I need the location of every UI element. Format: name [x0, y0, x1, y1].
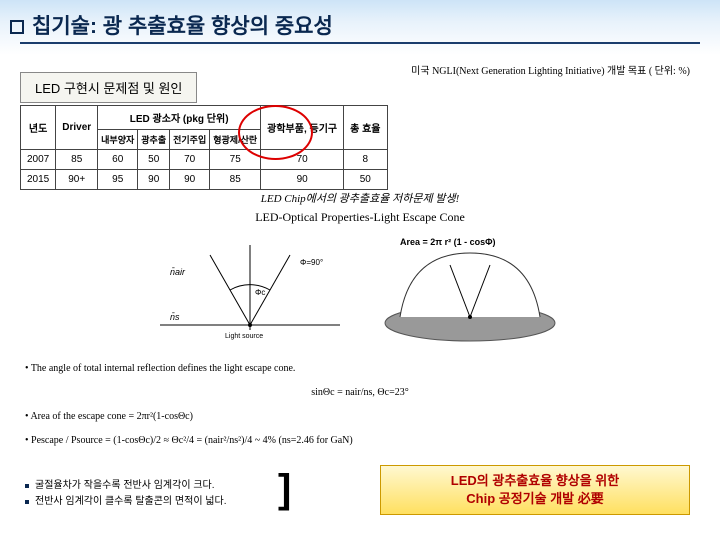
light-cone-diagram-icon: n̄air n̄s Φ=90° Φc Light source Area = 2…	[150, 235, 570, 345]
th-led: LED 광소자 (pkg 단위)	[98, 106, 261, 130]
th-driver: Driver	[56, 106, 98, 150]
bottom-left-notes: 굴절율차가 작을수록 전반사 임계각이 크다. 전반사 임계각이 클수록 탈출콘…	[25, 478, 226, 510]
bullet-4: • Pescape / Psource = (1-cosΘc)/2 ≈ Θc²/…	[25, 432, 695, 450]
bullet-3: • Area of the escape cone = 2πr²(1-cosΘc…	[25, 408, 695, 426]
figure-title: LED-Optical Properties-Light Escape Cone	[0, 210, 720, 225]
bracket-icon: ]	[278, 467, 291, 512]
svg-text:n̄s: n̄s	[170, 312, 180, 322]
svg-text:Area = 2π r² (1 - cosΦ): Area = 2π r² (1 - cosΦ)	[400, 237, 496, 247]
section-label: LED 구현시 문제점 및 원인	[20, 72, 197, 103]
figure-diagram: n̄air n̄s Φ=90° Φc Light source Area = 2…	[150, 235, 570, 345]
callout-line1: LED의 광추출효율 향상을 위한	[391, 472, 679, 490]
dot-icon	[25, 500, 29, 504]
callout-box: LED의 광추출효율 향상을 위한 Chip 공정기술 개발 必要	[380, 465, 690, 515]
th-s3: 전기주입	[170, 130, 210, 150]
title-bullet-icon	[10, 20, 24, 34]
title-text: 칩기술: 광 추출효율 향상의 중요성	[32, 15, 333, 38]
dot-icon	[25, 484, 29, 488]
th-year: 년도	[21, 106, 56, 150]
th-s1: 내부양자	[98, 130, 138, 150]
callout-line2: Chip 공정기술 개발 必要	[391, 490, 679, 508]
th-total: 총 효율	[344, 106, 387, 150]
subtitle-right: 미국 NGLI(Next Generation Lighting Initiat…	[411, 62, 690, 77]
svg-text:Light source: Light source	[225, 333, 263, 340]
th-optics: 광학부품, 등기구	[261, 106, 344, 150]
svg-text:Φ=90°: Φ=90°	[300, 258, 323, 267]
note-2: 전반사 임계각이 클수록 탈출콘의 면적이 넓다.	[35, 494, 226, 510]
th-s4: 형광제/산란	[210, 130, 261, 150]
note-1: 굴절율차가 작을수록 전반사 임계각이 크다.	[35, 478, 215, 494]
svg-text:n̄air: n̄air	[170, 267, 186, 277]
bullet-2: sinΘc = nair/ns, Θc=23°	[25, 384, 695, 402]
svg-text:Φc: Φc	[255, 288, 265, 297]
table-row: 2007 85 60 50 70 75 70 8	[21, 150, 388, 170]
italic-note: LED Chip에서의 광추출효율 저하문제 발생!	[0, 190, 720, 206]
bullet-1: • The angle of total internal reflection…	[25, 360, 695, 378]
header-line	[20, 42, 700, 44]
bullet-list: • The angle of total internal reflection…	[25, 360, 695, 456]
th-s2: 광추출	[138, 130, 170, 150]
page-title: 칩기술: 광 추출효율 향상의 중요성	[10, 10, 333, 40]
table-row: 2015 90+ 95 90 90 85 90 50	[21, 170, 388, 190]
data-table: 년도 Driver LED 광소자 (pkg 단위) 광학부품, 등기구 총 효…	[20, 105, 388, 190]
